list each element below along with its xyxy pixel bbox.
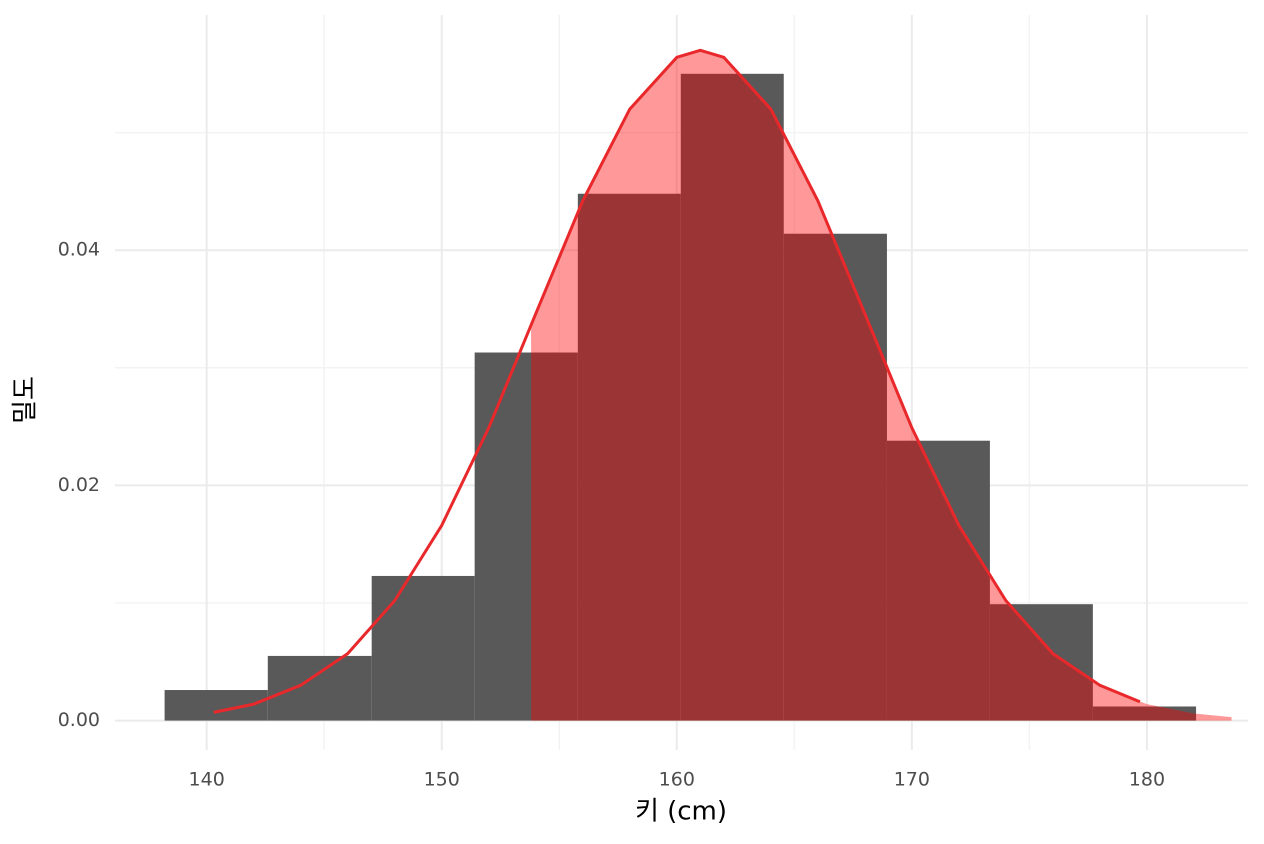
- histogram-bar: [474, 352, 578, 721]
- histogram-bar: [577, 193, 681, 721]
- histogram-bar: [1092, 706, 1197, 721]
- histogram-bar: [886, 440, 990, 721]
- histogram-bar: [783, 233, 887, 721]
- x-axis-title: 키 (cm): [635, 797, 727, 827]
- y-axis-title: 밀도: [11, 376, 41, 424]
- y-tick-label: 0.04: [58, 239, 100, 261]
- density-curve: [213, 48, 1141, 714]
- x-tick-label: 160: [659, 769, 695, 791]
- x-tick-label: 180: [1129, 769, 1165, 791]
- histogram-bar: [267, 655, 372, 721]
- shaded-area: [531, 50, 1232, 721]
- y-tick-label: 0.02: [58, 474, 100, 496]
- x-tick-label: 170: [894, 769, 930, 791]
- histogram-bar: [989, 604, 1093, 721]
- histogram-bar: [680, 73, 784, 721]
- y-tick-label: 0.00: [58, 709, 100, 731]
- x-tick-label: 150: [424, 769, 460, 791]
- x-tick-label: 140: [189, 769, 225, 791]
- histogram-bar: [371, 575, 475, 721]
